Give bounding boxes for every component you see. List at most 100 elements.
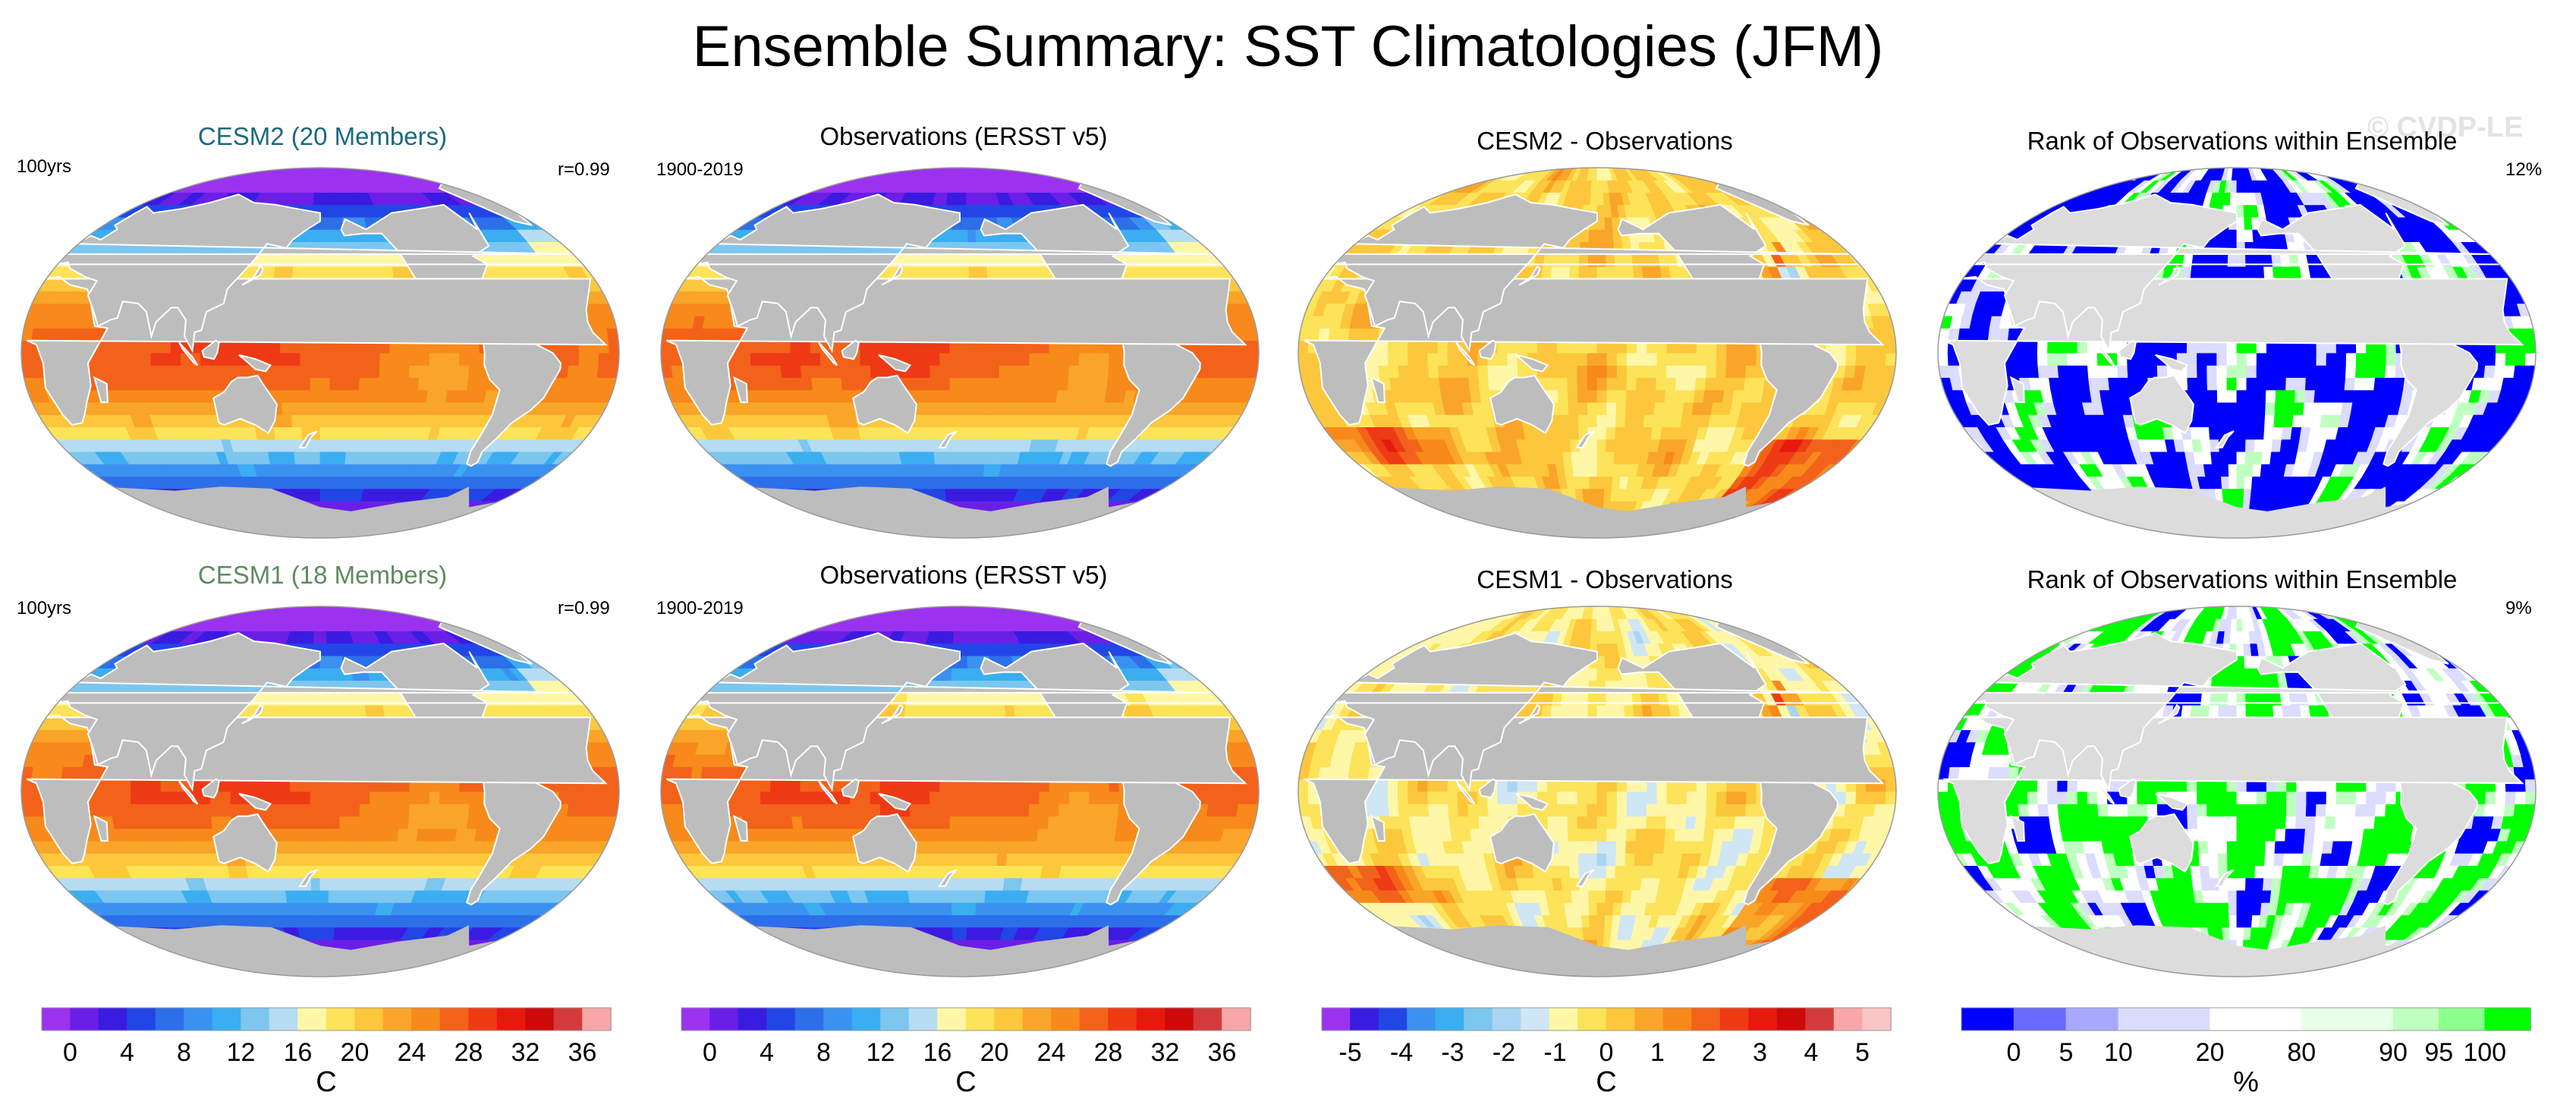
colorbar-swatch — [1464, 1007, 1493, 1031]
map-cesm1-sst — [20, 606, 620, 977]
colorbar-swatch — [1776, 1007, 1807, 1031]
colorbar-swatch — [794, 1007, 825, 1031]
colorbar-swatch — [127, 1007, 156, 1031]
colorbar-swatch — [496, 1007, 527, 1031]
colorbar-tick-label: 1 — [1650, 1038, 1665, 1067]
map-cesm1-diff — [1297, 606, 1897, 977]
colorbar-unit-label: C — [955, 1066, 976, 1098]
panel-title-cesm2: CESM2 (20 Members) — [197, 122, 448, 150]
panel-title-rank: Rank of Observations within Ensemble — [2027, 127, 2458, 155]
colorbar-tick-label: 3 — [1753, 1038, 1767, 1067]
colorbar-swatch — [1961, 1007, 2015, 1031]
colorbar-tick-label: -5 — [1338, 1038, 1361, 1067]
colorbar-swatch — [1606, 1007, 1636, 1031]
colorbar-tick-label: 20 — [341, 1038, 370, 1067]
colorbar-swatch — [2301, 1007, 2394, 1031]
colorbar-swatch — [908, 1007, 939, 1031]
colorbar-swatch — [1136, 1007, 1166, 1031]
colorbar-swatch — [2013, 1007, 2067, 1031]
colorbar-swatch — [1549, 1007, 1579, 1031]
colorbar-tick-label: 4 — [120, 1038, 134, 1067]
colorbar-swatch — [297, 1007, 327, 1031]
panel-title-diff: CESM1 - Observations — [1477, 565, 1733, 593]
colorbar-swatch — [525, 1007, 555, 1031]
colorbar-tick-label: 5 — [1855, 1038, 1870, 1067]
colorbar-swatch — [1079, 1007, 1109, 1031]
colorbar-sst-1: 0 4 8 12 16 20 24 28 32 36 C — [41, 1007, 612, 1098]
colorbar-tick-label: 12 — [867, 1038, 895, 1067]
colorbar-unit-label: C — [316, 1066, 336, 1098]
colorbar-swatch — [1748, 1007, 1778, 1031]
colorbar-swatch — [851, 1007, 882, 1031]
colorbar-swatch — [965, 1007, 995, 1031]
colorbar-swatch — [738, 1007, 768, 1031]
map-obs-sst — [660, 167, 1260, 539]
colorbar-swatch — [326, 1007, 356, 1031]
colorbar-tick-label: 5 — [2059, 1038, 2073, 1067]
map-obs-sst-2 — [660, 606, 1260, 977]
colorbar-tick-label: 95 — [2424, 1038, 2453, 1067]
map-cesm2-rank — [1937, 167, 2537, 539]
colorbar-swatch — [1691, 1007, 1721, 1031]
colorbar-swatch — [2439, 1007, 2486, 1031]
panel-title-rank: Rank of Observations within Ensemble — [2027, 565, 2458, 593]
colorbar-swatch — [823, 1007, 853, 1031]
figure-title: Ensemble Summary: SST Climatologies (JFM… — [692, 14, 1884, 79]
colorbar-swatch — [766, 1007, 796, 1031]
colorbar-swatch — [241, 1007, 270, 1031]
panel-title-obs: Observations (ERSST v5) — [819, 122, 1108, 150]
colorbar-swatch — [2065, 1007, 2119, 1031]
colorbar-tick-label: 8 — [177, 1038, 191, 1067]
colorbar-swatch — [880, 1007, 910, 1031]
colorbar-tick-label: 2 — [1702, 1038, 1716, 1067]
colorbar-tick-label: 32 — [1151, 1038, 1180, 1067]
colorbar-unit-label: C — [1596, 1066, 1616, 1098]
colorbar-swatch — [994, 1007, 1024, 1031]
colorbar-swatch — [937, 1007, 967, 1031]
colorbar-swatch — [1051, 1007, 1080, 1031]
colorbar-swatch — [2392, 1007, 2440, 1031]
colorbar-swatch — [98, 1007, 128, 1031]
colorbar-tick-label: 24 — [1037, 1038, 1066, 1067]
colorbar-tick-label: 8 — [816, 1038, 831, 1067]
colorbar-tick-label: 0 — [1599, 1038, 1614, 1067]
panel-left-label: 100yrs — [17, 156, 72, 177]
colorbar-tick-label: 100 — [2463, 1038, 2506, 1067]
colorbar-tick-label: 12 — [227, 1038, 256, 1067]
colorbar-tick-label: -2 — [1492, 1038, 1515, 1067]
colorbar-tick-label: 28 — [1094, 1038, 1123, 1067]
colorbar-tick-label: 4 — [760, 1038, 774, 1067]
colorbar-swatch — [1577, 1007, 1607, 1031]
colorbar-tick-label: -1 — [1543, 1038, 1566, 1067]
colorbar-swatch — [1165, 1007, 1194, 1031]
colorbar-rank: 0 5 10 20 80 90 95 100% — [1961, 1007, 2531, 1098]
colorbar-swatch — [1378, 1007, 1408, 1031]
colorbar-swatch — [1521, 1007, 1550, 1031]
colorbar-swatch — [155, 1007, 185, 1031]
colorbar-tick-label: 16 — [284, 1038, 313, 1067]
colorbar-swatch — [582, 1007, 612, 1031]
colorbar-swatch — [1862, 1007, 1892, 1031]
panel-title-cesm1: CESM1 (18 Members) — [197, 561, 448, 589]
panel-right-label: 12% — [2505, 159, 2543, 180]
colorbar-swatch — [1805, 1007, 1835, 1031]
map-cesm2-sst — [20, 167, 620, 539]
colorbar-tick-label: 10 — [2104, 1038, 2133, 1067]
colorbar-swatch — [709, 1007, 739, 1031]
colorbar-swatch — [41, 1007, 71, 1031]
colorbar-swatch — [354, 1007, 384, 1031]
colorbar-swatch — [1833, 1007, 1864, 1031]
colorbar-swatch — [553, 1007, 583, 1031]
colorbar-tick-label: 36 — [568, 1038, 597, 1067]
colorbar-swatch — [1492, 1007, 1522, 1031]
colorbar-swatch — [1222, 1007, 1251, 1031]
colorbar-tick-label: 0 — [2007, 1038, 2021, 1067]
panel-title-obs: Observations (ERSST v5) — [819, 561, 1108, 589]
map-cesm1-rank — [1937, 606, 2537, 977]
colorbar-tick-label: 4 — [1804, 1038, 1819, 1067]
colorbar-swatch — [1634, 1007, 1664, 1031]
colorbar-swatch — [411, 1007, 441, 1031]
colorbar-swatch — [1193, 1007, 1223, 1031]
colorbar-swatch — [1407, 1007, 1436, 1031]
colorbar-tick-label: 80 — [2287, 1038, 2316, 1067]
